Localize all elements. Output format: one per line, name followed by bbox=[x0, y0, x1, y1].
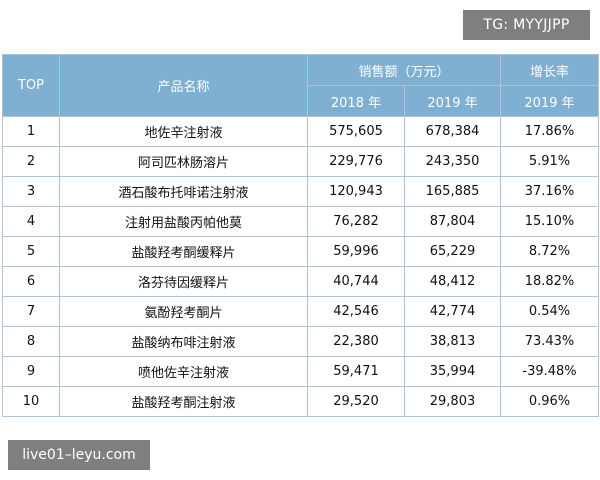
subheader-row: 2018 年 2019 年 2019 年 bbox=[3, 85, 600, 117]
cell-sales-2019: 42,774 bbox=[403, 296, 502, 327]
cell-product: 氨酚羟考酮片 bbox=[59, 296, 308, 327]
cell-product: 酒石酸布托啡诺注射液 bbox=[59, 176, 308, 207]
cell-rank: 4 bbox=[2, 206, 60, 237]
cell-product: 盐酸羟考酮缓释片 bbox=[59, 236, 308, 267]
cell-rank: 3 bbox=[2, 176, 60, 207]
cell-rank: 1 bbox=[2, 116, 60, 147]
cell-sales-2019: 38,813 bbox=[403, 326, 502, 357]
cell-sales-2019: 678,384 bbox=[403, 116, 502, 147]
cell-product: 喷他佐辛注射液 bbox=[59, 356, 308, 387]
cell-rank: 2 bbox=[2, 146, 60, 177]
cell-product: 阿司匹林肠溶片 bbox=[59, 146, 308, 177]
cell-product: 洛芬待因缓释片 bbox=[59, 266, 308, 297]
table-row: 2 阿司匹林肠溶片 229,776 243,350 5.91% bbox=[2, 146, 600, 177]
table-row: 1 地佐辛注射液 575,605 678,384 17.86% bbox=[2, 116, 600, 147]
cell-sales-2018: 29,520 bbox=[307, 386, 405, 417]
table-row: 4 注射用盐酸丙帕他莫 76,282 87,804 15.10% bbox=[2, 206, 600, 237]
cell-growth: 0.96% bbox=[500, 386, 600, 417]
header-top: TOP bbox=[2, 54, 60, 117]
tg-badge: TG: MYYJJPP bbox=[463, 10, 590, 40]
table-row: 10 盐酸羟考酮注射液 29,520 29,803 0.96% bbox=[2, 386, 600, 417]
cell-sales-2019: 65,229 bbox=[403, 236, 502, 267]
cell-sales-2018: 42,546 bbox=[307, 296, 405, 327]
cell-sales-2019: 165,885 bbox=[403, 176, 502, 207]
cell-rank: 10 bbox=[2, 386, 60, 417]
cell-rank: 8 bbox=[2, 326, 60, 357]
cell-product: 地佐辛注射液 bbox=[59, 116, 308, 147]
cell-sales-2018: 76,282 bbox=[307, 206, 405, 237]
cell-growth: 17.86% bbox=[500, 116, 600, 147]
cell-rank: 9 bbox=[2, 356, 60, 387]
cell-sales-2018: 120,943 bbox=[307, 176, 405, 207]
cell-product: 盐酸纳布啡注射液 bbox=[59, 326, 308, 357]
cell-sales-2019: 35,994 bbox=[403, 356, 502, 387]
cell-sales-2018: 229,776 bbox=[307, 146, 405, 177]
cell-sales-2019: 87,804 bbox=[403, 206, 502, 237]
cell-product: 盐酸羟考酮注射液 bbox=[59, 386, 308, 417]
cell-growth: 15.10% bbox=[500, 206, 600, 237]
cell-growth: 8.72% bbox=[500, 236, 600, 267]
cell-sales-2018: 40,744 bbox=[307, 266, 405, 297]
sales-ranking-table: TOP 产品名称 销售额（万元） 增长率 2018 年 2019 年 2019 … bbox=[2, 54, 600, 417]
cell-rank: 6 bbox=[2, 266, 60, 297]
table-row: 5 盐酸羟考酮缓释片 59,996 65,229 8.72% bbox=[2, 236, 600, 267]
cell-rank: 5 bbox=[2, 236, 60, 267]
table-row: 7 氨酚羟考酮片 42,546 42,774 0.54% bbox=[2, 296, 600, 327]
cell-growth: 5.91% bbox=[500, 146, 600, 177]
table-row: 6 洛芬待因缓释片 40,744 48,412 18.82% bbox=[2, 266, 600, 297]
cell-growth: 37.16% bbox=[500, 176, 600, 207]
header-2018: 2018 年 bbox=[307, 85, 405, 117]
header-2019: 2019 年 bbox=[403, 85, 502, 117]
table-row: 8 盐酸纳布啡注射液 22,380 38,813 73.43% bbox=[2, 326, 600, 357]
cell-growth: 18.82% bbox=[500, 266, 600, 297]
cell-sales-2019: 29,803 bbox=[403, 386, 502, 417]
cell-rank: 7 bbox=[2, 296, 60, 327]
cell-growth: 0.54% bbox=[500, 296, 600, 327]
header-sales: 销售额（万元） bbox=[306, 54, 502, 86]
cell-sales-2018: 22,380 bbox=[307, 326, 405, 357]
cell-sales-2018: 59,471 bbox=[307, 356, 405, 387]
cell-sales-2019: 48,412 bbox=[403, 266, 502, 297]
cell-growth: -39.48% bbox=[500, 356, 600, 387]
cell-growth: 73.43% bbox=[500, 326, 600, 357]
header-growth-2019: 2019 年 bbox=[500, 85, 600, 117]
cell-sales-2018: 575,605 bbox=[307, 116, 405, 147]
header-growth: 增长率 bbox=[500, 54, 600, 86]
cell-sales-2018: 59,996 bbox=[307, 236, 405, 267]
cell-sales-2019: 243,350 bbox=[403, 146, 502, 177]
table-row: 9 喷他佐辛注射液 59,471 35,994 -39.48% bbox=[2, 356, 600, 387]
site-badge: live01–leyu.com bbox=[8, 440, 150, 470]
header-row: TOP 产品名称 销售额（万元） 增长率 bbox=[2, 54, 600, 117]
header-product-name: 产品名称 bbox=[59, 54, 308, 117]
table-row: 3 酒石酸布托啡诺注射液 120,943 165,885 37.16% bbox=[2, 176, 600, 207]
cell-product: 注射用盐酸丙帕他莫 bbox=[59, 206, 308, 237]
